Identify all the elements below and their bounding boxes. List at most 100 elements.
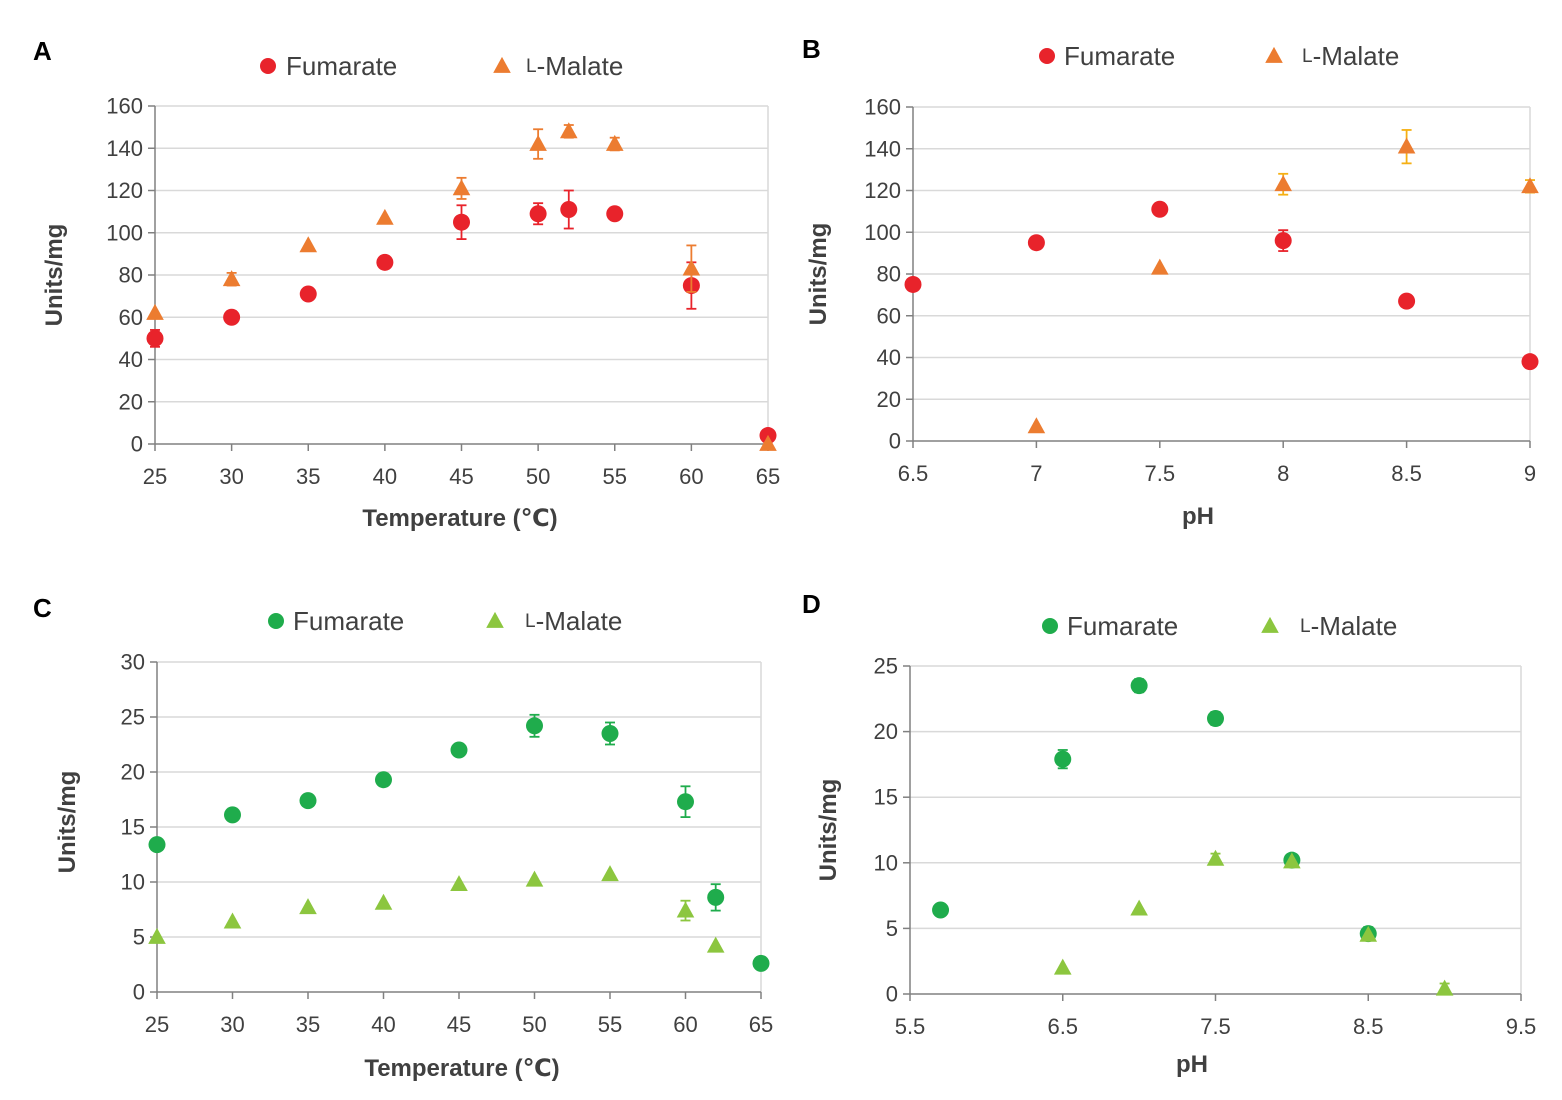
panel-a-letter: A [33,36,52,66]
panel-c-point-l-malate [525,870,544,887]
panel-c-y-tick-label: 5 [133,925,145,950]
panel-a-y-tick-label: 100 [106,220,143,245]
panel-a-y-tick-label: 160 [106,94,143,119]
panel-b-legend-fumarate-label: Fumarate [1064,41,1175,71]
panel-b-point-fumarate [1027,234,1045,252]
panel-a-y-tick-label: 0 [131,432,143,457]
panel-b-y-tick-label: 140 [864,136,901,161]
panel-d-point-l-malate [1130,899,1148,916]
panel-c-letter: C [33,593,52,623]
panel-d-y-tick-label: 25 [874,654,898,679]
panel-d-legend-fumarate-label: Fumarate [1067,611,1178,641]
panel-c-legend-malate-marker [486,611,504,628]
panel-d: D 0 5 10 15 20 25 5.5 6.5 7.5 8.5 9.5 pH Units/mg Fuma… [802,589,1536,1078]
panel-d-y-tick-label: 5 [886,916,898,941]
panel-b-point-fumarate [1521,353,1539,371]
panel-c-x-tick-label: 60 [673,1012,697,1037]
panel-b-x-tick-label: 8.5 [1391,461,1422,486]
panel-b: B 0 20 40 60 80 100 120 140 160 6.5 7 7.5 8 8.5 9 pH Unit… [802,34,1539,530]
panel-c-point-fumarate [299,792,317,810]
panel-c: C 0 5 10 15 20 25 30 25 30 35 40 45 50 55 60 65 Temperatu… [33,593,773,1082]
panel-d-point-l-malate [1053,958,1072,975]
panel-c-x-tick-label: 30 [220,1012,244,1037]
panel-c-legend-fumarate-label: Fumarate [293,606,404,636]
panel-a-point-l-malate [452,179,471,196]
panel-c-y-tick-label: 25 [121,705,145,730]
panel-b-legend: Fumarate L-Malate [1039,41,1399,71]
panel-a-y-axis-label: Units/mg [41,224,68,327]
panel-a-y-tick-label: 120 [106,178,143,203]
panel-d-x-tick-label: 9.5 [1506,1014,1537,1039]
panel-b-y-tick-label: 160 [864,95,901,120]
panel-a-point-fumarate [606,205,624,223]
panel-c-legend: Fumarate L-Malate [268,606,622,636]
panel-a-x-tick-label: 40 [373,464,397,489]
panel-b-y-tick-label: 20 [877,387,901,412]
panel-a-point-l-malate [559,122,578,139]
panel-a-x-tick-label: 35 [296,464,320,489]
panel-a-x-axis-label: Temperature (℃) [362,505,557,532]
panel-d-x-tick-label: 8.5 [1353,1014,1384,1039]
panel-d-y-axis-label: Units/mg [815,779,842,882]
panel-a-x-tick-label: 55 [603,464,627,489]
panel-c-y-tick-label: 30 [121,650,145,675]
panel-a-point-fumarate [560,201,578,219]
panel-a-series-l-malate [146,122,777,451]
panel-c-x-axis-label: Temperature (℃) [364,1055,559,1082]
panel-c-point-l-malate [148,927,166,944]
panel-b-y-tick-label: 100 [864,220,901,245]
panel-b-series-l-malate [1027,129,1539,434]
panel-c-series-fumarate [148,713,770,972]
panel-b-y-tick-label: 40 [877,345,901,370]
panel-b-y-axis-label: Units/mg [805,223,832,326]
panel-a-y-tick-label: 60 [119,305,143,330]
panel-b-x-tick-label: 9 [1524,461,1536,486]
panel-d-y-tick-label: 10 [874,850,898,875]
panel-c-point-fumarate [677,793,694,811]
panel-c-x-tick-label: 50 [522,1012,546,1037]
panel-a-x-tick-label: 65 [756,464,780,489]
panel-d-point-l-malate [1283,852,1301,869]
panel-d-y-tick-label: 15 [874,785,898,810]
panel-c-x-tick-label: 65 [749,1012,773,1037]
panel-d-legend-fumarate-marker [1042,618,1058,634]
panel-c-point-fumarate [526,717,543,735]
panel-a-point-fumarate [453,213,470,231]
panel-d-x-tick-label: 7.5 [1200,1014,1231,1039]
panel-c-point-fumarate [148,836,166,854]
panel-c-point-fumarate [224,806,241,824]
panel-d-legend-malate-label: L-Malate [1300,611,1397,641]
panel-b-x-axis-label: pH [1182,503,1214,530]
panel-a-point-l-malate [682,259,701,276]
panel-d-x-tick-label: 6.5 [1047,1014,1078,1039]
panel-b-legend-malate-label: L-Malate [1302,41,1399,71]
panel-a-x-tick-label: 45 [449,464,473,489]
panel-a-y-tick-label: 80 [119,263,143,288]
panel-b-point-fumarate [1398,292,1416,310]
panel-a-y-tick-label: 20 [119,389,143,414]
panel-b-y-tick-label: 120 [864,178,901,203]
panel-d-point-l-malate [1359,925,1378,942]
panel-d-point-l-malate [1435,979,1454,996]
panel-b-legend-fumarate-marker [1039,48,1055,64]
panel-c-point-fumarate [752,954,770,972]
panel-a-legend-fumarate-label: Fumarate [286,51,397,81]
panel-c-point-l-malate [374,893,393,910]
panel-c-x-tick-label: 45 [447,1012,471,1037]
panel-d-series-fumarate [932,677,1377,943]
panel-a-legend-malate-marker [493,56,511,73]
panel-a-point-fumarate [223,308,241,326]
panel-c-legend-fumarate-marker [268,613,284,629]
panel-a-point-fumarate [146,329,164,347]
panel-d-x-axis-label: pH [1176,1051,1208,1078]
panel-a-point-fumarate [299,285,317,303]
panel-b-point-l-malate [1521,177,1539,194]
panel-c-point-l-malate [450,875,468,892]
panel-c-y-tick-label: 15 [121,815,145,840]
panel-b-point-l-malate [1397,137,1416,154]
panel-d-x-tick-label: 5.5 [895,1014,926,1039]
panel-b-y-tick-label: 60 [877,303,901,328]
panel-b-x-tick-label: 7 [1030,461,1042,486]
panel-b-legend-malate-marker [1265,46,1283,63]
panel-a-point-fumarate [376,253,394,271]
